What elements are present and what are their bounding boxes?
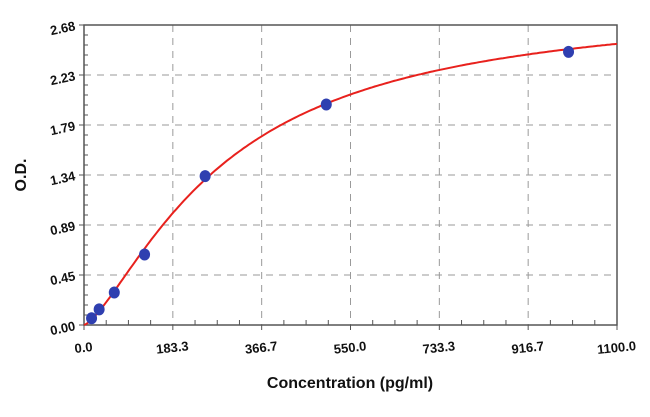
data-point	[139, 248, 151, 261]
x-tick-label: 0.0	[74, 339, 94, 356]
y-tick-label: 0.00	[49, 318, 77, 338]
y-tick-label: 1.34	[49, 168, 78, 188]
x-tick-label: 183.3	[155, 338, 189, 356]
fit-curve	[83, 42, 618, 326]
y-tick-label: 0.89	[49, 218, 77, 238]
data-point	[199, 170, 211, 183]
data-points	[86, 45, 575, 325]
x-tick-labels: 0.0 183.3 366.7 550.0 733.3 916.7 1100.0	[74, 338, 637, 357]
y-tick-label: 1.79	[49, 118, 77, 138]
data-point	[86, 312, 98, 325]
y-tick-label: 0.45	[49, 268, 77, 288]
grid-lines	[84, 25, 617, 325]
y-axis-label: O.D.	[13, 159, 30, 192]
minor-ticks	[79, 24, 618, 330]
x-tick-label: 366.7	[244, 338, 278, 356]
y-tick-label: 2.68	[49, 18, 77, 38]
x-axis-label: Concentration (pg/ml)	[267, 375, 433, 392]
x-tick-label: 733.3	[422, 338, 456, 356]
data-point	[563, 45, 575, 58]
y-tick-labels: 0.00 0.45 0.89 1.34 1.79 2.23 2.68	[49, 18, 78, 338]
y-tick-label: 2.23	[49, 68, 77, 88]
x-tick-label: 916.7	[511, 338, 545, 356]
x-tick-label: 550.0	[333, 338, 367, 356]
data-point	[108, 286, 120, 299]
data-point	[320, 98, 332, 111]
x-tick-label: 1100.0	[596, 338, 636, 357]
data-point	[93, 303, 105, 316]
